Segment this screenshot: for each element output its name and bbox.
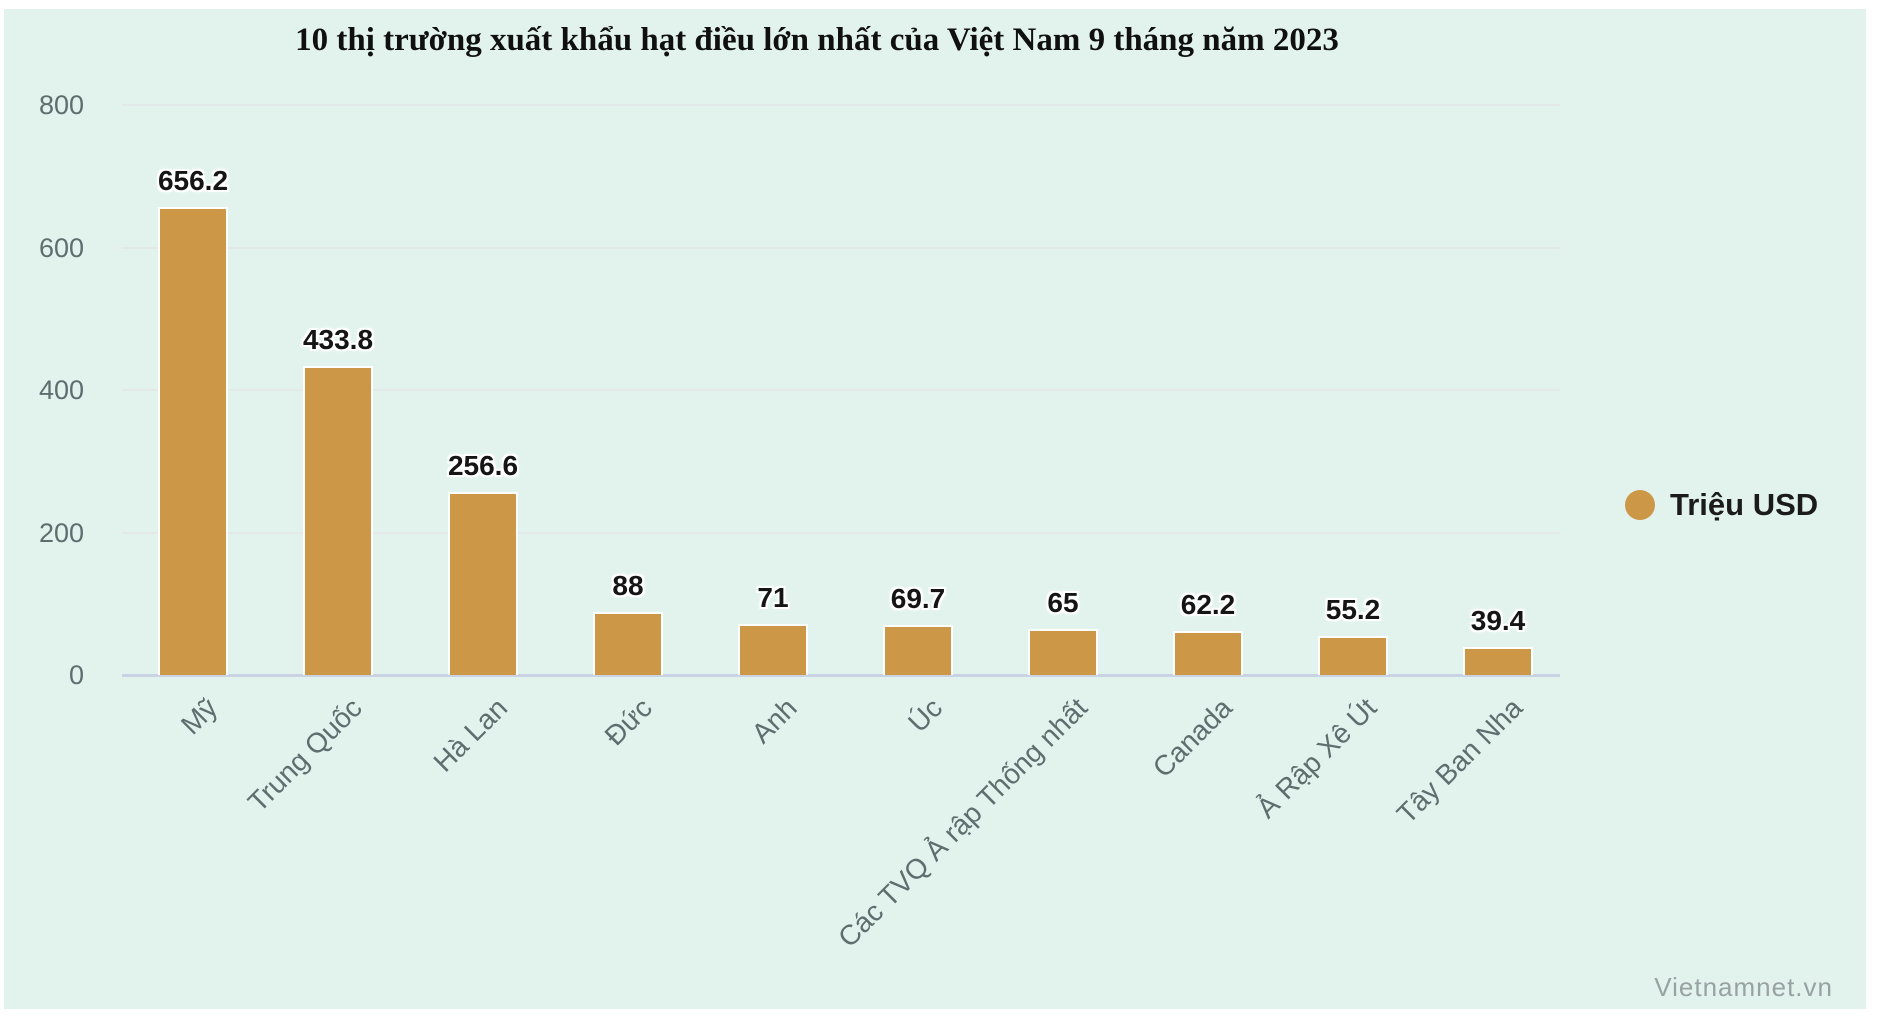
bar	[1318, 635, 1388, 675]
gridline	[122, 246, 1560, 249]
bar-value-label: 433.8	[302, 323, 374, 355]
bar-value-label: 656.2	[157, 165, 229, 197]
bar	[1028, 628, 1098, 675]
bar	[158, 207, 228, 675]
y-tick-label: 800	[38, 90, 84, 120]
bar-value-label: 55.2	[1325, 593, 1381, 625]
legend-marker-dot	[1625, 490, 1655, 520]
bar	[883, 625, 953, 675]
bar	[738, 624, 808, 675]
gridline	[122, 389, 1560, 391]
gridline	[122, 531, 1560, 534]
bar-value-label: 65	[1047, 586, 1079, 618]
bar-value-label: 256.6	[447, 450, 519, 482]
bar	[593, 612, 663, 675]
bar-value-label: 69.7	[890, 583, 946, 615]
y-tick-label: 200	[38, 517, 84, 548]
chart-title: 10 thị trường xuất khẩu hạt điều lớn nhấ…	[295, 22, 1339, 58]
legend-label: Triệu USD	[1670, 487, 1819, 522]
bar	[1463, 646, 1533, 675]
y-tick-label: 600	[38, 232, 84, 263]
legend: Triệu USD	[1625, 487, 1819, 522]
x-axis-line	[122, 674, 1560, 677]
bar	[303, 365, 373, 675]
watermark-vietnamnet: Vietnamnet.vn	[1654, 972, 1833, 1002]
y-tick-label: 400	[38, 375, 84, 405]
bar-value-label: 88	[612, 570, 644, 602]
bar	[1173, 630, 1243, 675]
bar-value-label: 71	[757, 582, 789, 614]
bar	[448, 492, 518, 675]
bar-value-label: 39.4	[1470, 604, 1526, 636]
gridline	[122, 104, 1560, 106]
y-tick-label: 0	[68, 660, 84, 690]
bar-value-label: 62.2	[1180, 588, 1236, 620]
